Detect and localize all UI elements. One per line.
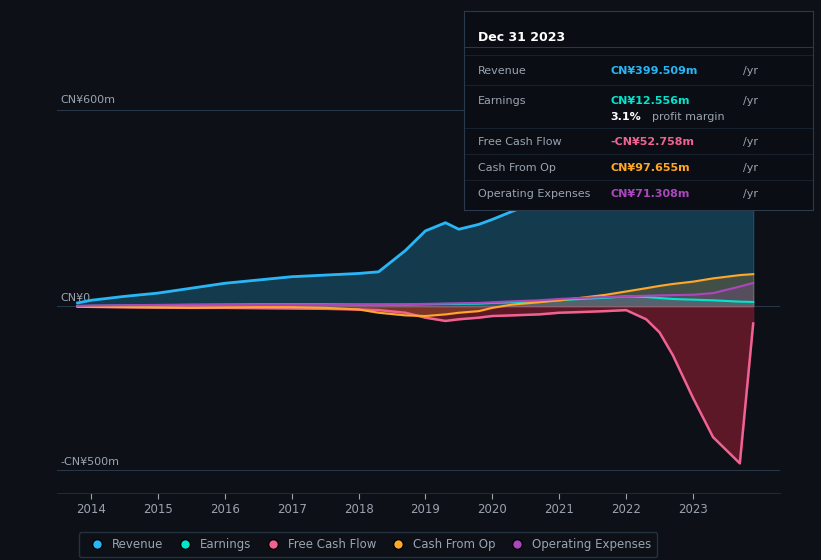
Text: CN¥399.509m: CN¥399.509m	[610, 66, 698, 76]
Text: CN¥0: CN¥0	[61, 293, 91, 303]
Text: Earnings: Earnings	[478, 96, 526, 106]
Text: CN¥600m: CN¥600m	[61, 95, 116, 105]
Text: -CN¥500m: -CN¥500m	[61, 456, 120, 466]
Text: Cash From Op: Cash From Op	[478, 164, 556, 173]
Text: Revenue: Revenue	[478, 66, 526, 76]
Text: /yr: /yr	[743, 137, 758, 147]
Text: CN¥12.556m: CN¥12.556m	[610, 96, 690, 106]
Text: CN¥71.308m: CN¥71.308m	[610, 189, 690, 199]
Text: profit margin: profit margin	[653, 111, 725, 122]
Text: Operating Expenses: Operating Expenses	[478, 189, 590, 199]
Text: CN¥97.655m: CN¥97.655m	[610, 164, 690, 173]
Text: 3.1%: 3.1%	[610, 111, 641, 122]
Text: /yr: /yr	[743, 164, 758, 173]
Text: -CN¥52.758m: -CN¥52.758m	[610, 137, 695, 147]
Text: /yr: /yr	[743, 189, 758, 199]
Text: Dec 31 2023: Dec 31 2023	[478, 31, 565, 44]
Text: Free Cash Flow: Free Cash Flow	[478, 137, 562, 147]
Legend: Revenue, Earnings, Free Cash Flow, Cash From Op, Operating Expenses: Revenue, Earnings, Free Cash Flow, Cash …	[79, 533, 658, 557]
Text: /yr: /yr	[743, 66, 758, 76]
Text: /yr: /yr	[743, 96, 758, 106]
